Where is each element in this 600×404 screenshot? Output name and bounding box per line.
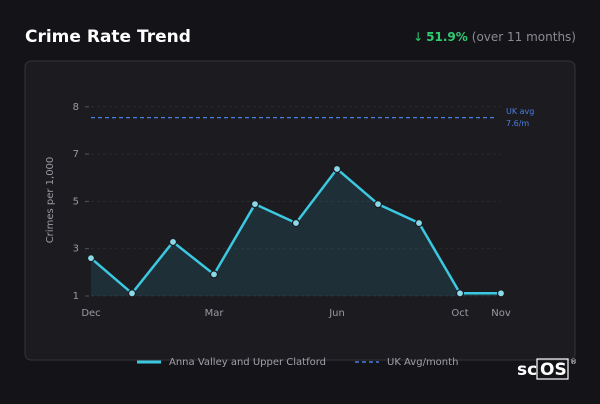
point — [455, 289, 465, 298]
x-tick-label: Oct — [451, 308, 468, 319]
x-tick-label: Dec — [81, 308, 100, 319]
legend-label: Anna Valley and Upper Clatford — [169, 357, 326, 368]
title: Crime Rate Trend — [25, 27, 191, 47]
y-tick-label: 5 — [73, 196, 79, 207]
y-tick-label: 8 — [73, 102, 79, 113]
change: 51.9% — [426, 30, 468, 44]
y-tick-label: 3 — [73, 244, 79, 255]
x-tick-label: Mar — [205, 308, 225, 319]
plot: 1 3 5 7 8 Dec Mar Jun Oct Nov UK avg 7.6/m Anna Vall… — [73, 102, 535, 368]
point — [209, 270, 219, 279]
x-tick-label: Nov — [491, 308, 511, 319]
arrow: ↓ — [413, 30, 423, 44]
point — [127, 289, 137, 298]
brand-mark: ® — [570, 358, 577, 366]
point — [332, 164, 342, 174]
point — [168, 237, 178, 247]
point — [250, 200, 260, 209]
x-tick-label: Jun — [328, 308, 345, 319]
brand-left: sc — [517, 360, 537, 380]
chart-panel — [24, 60, 576, 361]
reference-label: 7.6/m — [506, 119, 529, 128]
point — [373, 200, 383, 209]
point — [86, 254, 96, 263]
brand-right: OS — [540, 360, 567, 380]
reference-annotation: UK avg — [506, 107, 534, 116]
point — [291, 218, 301, 228]
point — [496, 289, 506, 298]
area — [91, 168, 501, 296]
brand-box — [536, 358, 569, 380]
y-tick-label: 7 — [73, 149, 79, 160]
y-tick-label: 1 — [73, 291, 79, 302]
y-axis-label: Crimes per 1,000 — [45, 157, 56, 244]
change-summary: ↓ 51.9% (over 11 months) — [413, 30, 576, 44]
legend-label: UK Avg/month — [387, 357, 458, 368]
point — [414, 218, 424, 228]
note: (over 11 months) — [472, 30, 576, 44]
